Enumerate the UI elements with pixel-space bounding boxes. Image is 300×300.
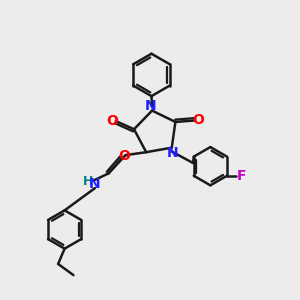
- Text: O: O: [192, 113, 204, 128]
- Text: H: H: [83, 175, 94, 188]
- Text: O: O: [106, 114, 118, 128]
- Text: N: N: [89, 177, 101, 191]
- Text: O: O: [118, 149, 130, 163]
- Text: F: F: [236, 169, 246, 183]
- Text: N: N: [167, 146, 178, 160]
- Text: N: N: [145, 99, 157, 112]
